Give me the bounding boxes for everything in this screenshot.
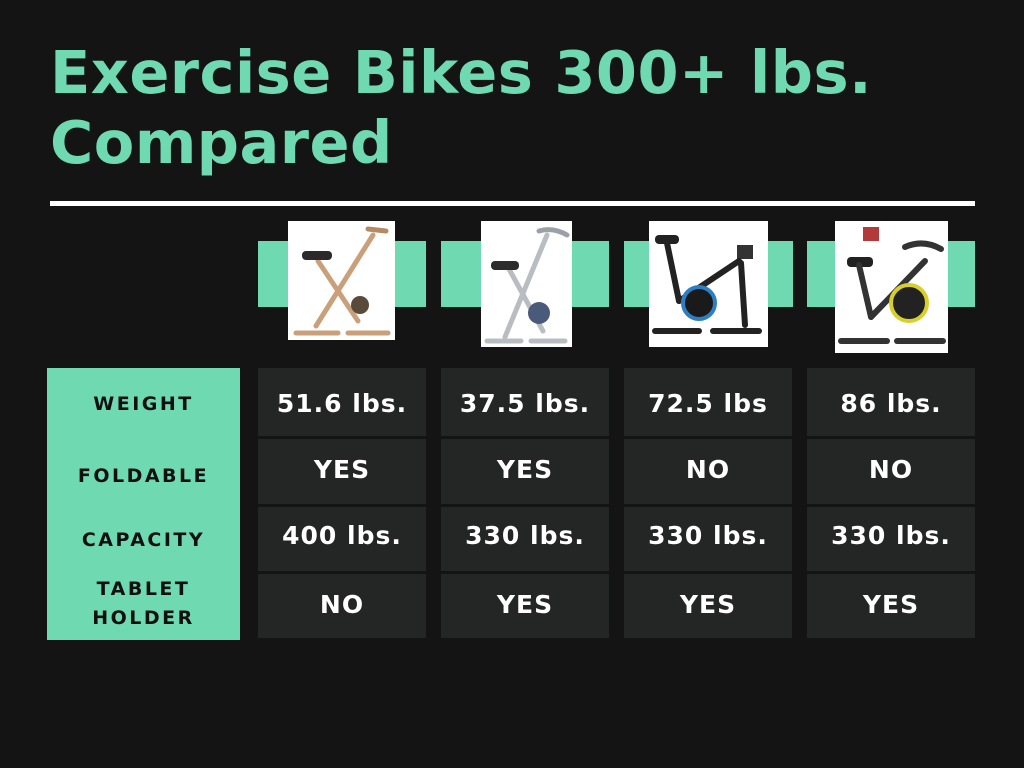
capacity-cell: 330 lbs. <box>441 507 609 571</box>
row-label-weight: WEIGHT <box>93 393 194 415</box>
tablet-holder-cell: YES <box>624 574 792 638</box>
folding-x-bike-rose-gold-photo <box>288 221 395 340</box>
tablet-holder-cell: YES <box>807 574 975 638</box>
weight-cell: 72.5 lbs <box>624 368 792 436</box>
product-column-4: 86 lbs. NO 330 lbs. YES <box>807 368 975 640</box>
spin-bike-yellow-photo <box>835 221 948 353</box>
tablet-holder-cell: NO <box>258 574 426 638</box>
capacity-cell: 400 lbs. <box>258 507 426 571</box>
foldable-cell: NO <box>807 439 975 504</box>
title-line-2: Compared <box>50 108 393 177</box>
row-label-capacity: CAPACITY <box>81 529 206 551</box>
weight-cell: 51.6 lbs. <box>258 368 426 436</box>
tablet-holder-cell: YES <box>441 574 609 638</box>
title-line-1: Exercise Bikes 300+ lbs. <box>50 38 872 107</box>
row-label-tablet-holder-line-1: TABLET <box>96 578 191 600</box>
row-label-tablet-holder-line-2: HOLDER <box>92 607 195 629</box>
spin-bike-blue-photo <box>649 221 768 347</box>
row-labels-panel: WEIGHT FOLDABLE CAPACITY TABLET HOLDER <box>47 368 240 640</box>
product-column-2: 37.5 lbs. YES 330 lbs. YES <box>441 368 609 640</box>
title-divider <box>50 201 975 206</box>
product-column-1: 51.6 lbs. YES 400 lbs. NO <box>258 368 426 640</box>
product-column-3: 72.5 lbs NO 330 lbs. YES <box>624 368 792 640</box>
foldable-cell: YES <box>441 439 609 504</box>
capacity-cell: 330 lbs. <box>624 507 792 571</box>
capacity-cell: 330 lbs. <box>807 507 975 571</box>
row-label-foldable: FOLDABLE <box>77 465 210 487</box>
foldable-cell: YES <box>258 439 426 504</box>
weight-cell: 86 lbs. <box>807 368 975 436</box>
weight-cell: 37.5 lbs. <box>441 368 609 436</box>
folding-x-bike-silver-photo <box>481 221 572 347</box>
page-title: Exercise Bikes 300+ lbs. Compared <box>50 38 872 178</box>
foldable-cell: NO <box>624 439 792 504</box>
